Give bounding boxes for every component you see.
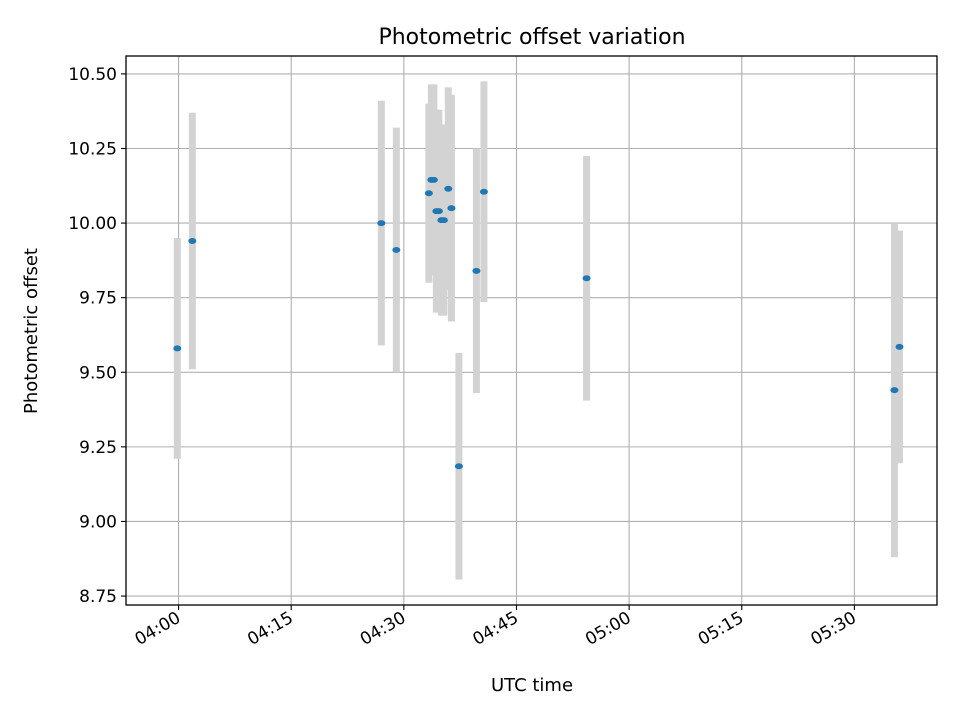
- data-point: [472, 267, 481, 274]
- chart-title: Photometric offset variation: [378, 25, 685, 50]
- y-tick-label: 9.00: [79, 512, 117, 532]
- data-point: [173, 345, 182, 352]
- y-tick-label: 10.00: [68, 214, 117, 234]
- data-point: [434, 208, 443, 215]
- y-axis-ticks: 8.75 9.00 9.25 9.50 9.75 10.00 10.25 10.50: [68, 65, 126, 607]
- data-point: [439, 217, 448, 224]
- data-point: [424, 190, 433, 197]
- data-point: [895, 343, 904, 350]
- grid: [126, 56, 937, 605]
- data-point: [454, 463, 463, 470]
- plot-frame: [125, 55, 938, 606]
- y-tick-label: 10.50: [68, 65, 117, 85]
- x-axis-label: UTC time: [491, 675, 573, 696]
- data-point: [582, 275, 591, 282]
- data-point: [444, 185, 453, 192]
- data-points: [173, 176, 904, 470]
- y-tick-label: 9.75: [79, 289, 117, 309]
- data-point: [447, 205, 456, 212]
- y-tick-label: 9.25: [79, 438, 117, 458]
- y-axis-label: Photometric offset: [21, 248, 42, 414]
- data-point: [479, 188, 488, 195]
- data-point: [377, 220, 386, 227]
- y-tick-label: 8.75: [79, 587, 117, 607]
- data-point: [890, 387, 899, 394]
- data-point: [392, 246, 401, 253]
- data-point: [188, 237, 197, 244]
- y-tick-label: 9.50: [79, 363, 117, 383]
- data-point: [429, 176, 438, 183]
- y-tick-label: 10.25: [68, 139, 117, 159]
